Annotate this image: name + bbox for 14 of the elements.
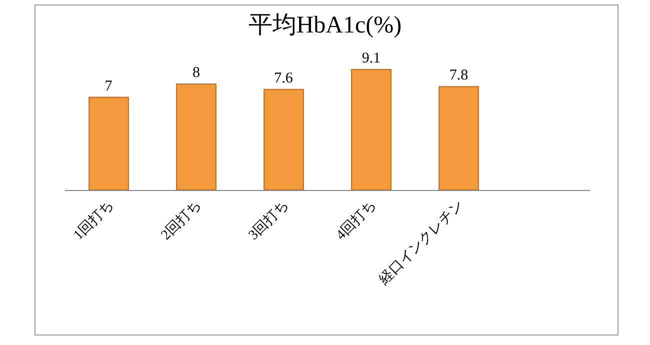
bar bbox=[438, 86, 479, 190]
bar bbox=[264, 88, 304, 190]
x-tick-label: 1回打ち bbox=[70, 197, 117, 244]
data-label: 7 bbox=[104, 78, 113, 94]
bar bbox=[351, 68, 392, 190]
data-label: 7.8 bbox=[449, 68, 468, 84]
x-tick-label: 2回打ち bbox=[158, 197, 204, 244]
bar bbox=[88, 96, 129, 190]
data-label: 8 bbox=[192, 65, 200, 82]
x-tick-label: 3回打ち bbox=[246, 197, 292, 244]
data-label: 7.6 bbox=[274, 70, 294, 86]
chart-title: 平均HbA1c(%) bbox=[248, 12, 402, 39]
data-label: 9.1 bbox=[362, 50, 381, 66]
bar bbox=[176, 84, 216, 190]
